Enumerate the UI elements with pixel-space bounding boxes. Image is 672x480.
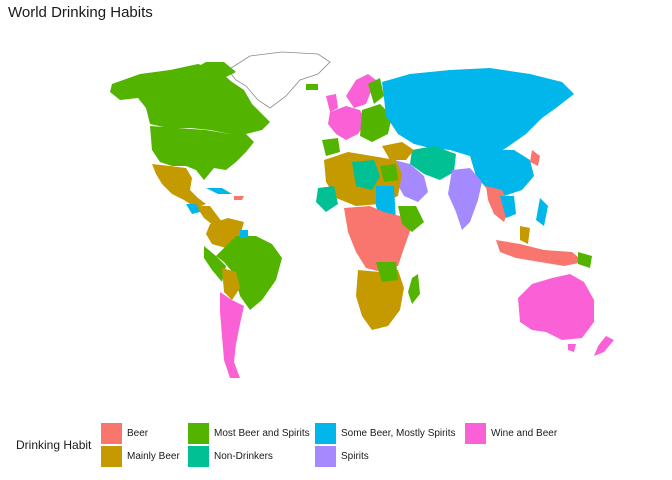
region-zambia[interactable] — [376, 262, 398, 282]
region-china[interactable] — [470, 150, 534, 196]
region-caribbean[interactable] — [234, 196, 244, 200]
region-united-states[interactable] — [150, 126, 254, 180]
region-madagascar[interactable] — [408, 274, 420, 304]
legend-swatch — [465, 422, 486, 444]
legend-label: Non-Drinkers — [214, 450, 273, 462]
region-brazil[interactable] — [216, 236, 282, 310]
legend-item: Wine and Beer — [465, 422, 557, 444]
region-argentina[interactable] — [220, 292, 244, 378]
region-australia[interactable] — [518, 274, 594, 340]
legend-label: Most Beer and Spirits — [214, 427, 310, 439]
region-western-europe[interactable] — [328, 106, 366, 140]
legend-item: Some Beer, Mostly Spirits — [315, 422, 455, 444]
legend-swatch — [101, 445, 122, 467]
legend-swatch — [188, 445, 209, 467]
region-southeast-asia[interactable] — [486, 186, 510, 222]
region-finland[interactable] — [368, 78, 384, 104]
region-india[interactable] — [448, 168, 482, 230]
region-russia[interactable] — [382, 68, 574, 160]
map-title: World Drinking Habits — [8, 4, 153, 21]
region-canada[interactable] — [110, 64, 270, 134]
region-iceland[interactable] — [306, 84, 318, 90]
legend-item: Mainly Beer — [101, 445, 180, 467]
legend-item: Non-Drinkers — [188, 445, 273, 467]
legend-swatch — [188, 422, 209, 444]
legend-label: Some Beer, Mostly Spirits — [341, 427, 456, 439]
legend: Drinking Habit Beer Mainly Beer Most Bee… — [0, 418, 672, 468]
region-korea[interactable] — [530, 150, 540, 166]
region-bolivia[interactable] — [222, 268, 240, 300]
region-greenland[interactable] — [227, 51, 331, 109]
region-libya[interactable] — [352, 160, 380, 190]
region-southern-africa[interactable] — [356, 270, 404, 330]
legend-item: Most Beer and Spirits — [188, 422, 310, 444]
region-central-africa[interactable] — [344, 206, 412, 272]
region-tasmania[interactable] — [568, 344, 576, 352]
region-scandinavia[interactable] — [346, 74, 376, 108]
legend-label: Mainly Beer — [127, 450, 180, 462]
legend-item: Spirits — [315, 445, 369, 467]
region-mali[interactable] — [316, 186, 338, 212]
region-iberia[interactable] — [322, 138, 340, 156]
region-egypt[interactable] — [380, 164, 398, 182]
region-central-america[interactable] — [196, 206, 222, 226]
region-middle-east[interactable] — [410, 146, 456, 180]
legend-swatch — [101, 422, 122, 444]
legend-swatch — [315, 445, 336, 467]
region-cuba[interactable] — [206, 188, 232, 194]
region-arabia[interactable] — [394, 160, 428, 202]
region-guiana[interactable] — [240, 230, 248, 238]
region-ethiopia[interactable] — [398, 206, 424, 232]
region-mexico[interactable] — [152, 164, 206, 208]
region-turkey[interactable] — [382, 142, 414, 160]
region-peru[interactable] — [204, 246, 226, 282]
region-new-zealand[interactable] — [594, 336, 614, 356]
region-thailand[interactable] — [500, 196, 516, 218]
region-uk[interactable] — [326, 94, 338, 112]
region-guatemala[interactable] — [186, 204, 200, 214]
legend-item: Beer — [101, 422, 148, 444]
legend-swatch — [315, 422, 336, 444]
region-png[interactable] — [578, 252, 592, 268]
legend-label: Beer — [127, 427, 149, 439]
region-eastern-europe[interactable] — [360, 104, 392, 142]
region-japan[interactable] — [536, 198, 548, 226]
region-philippines[interactable] — [520, 226, 530, 244]
legend-label: Spirits — [341, 450, 369, 462]
world-map — [110, 51, 614, 378]
region-arctic-islands[interactable] — [192, 62, 236, 78]
legend-title: Drinking Habit — [16, 438, 92, 452]
region-indonesia[interactable] — [496, 240, 584, 266]
legend-label: Wine and Beer — [491, 427, 558, 439]
